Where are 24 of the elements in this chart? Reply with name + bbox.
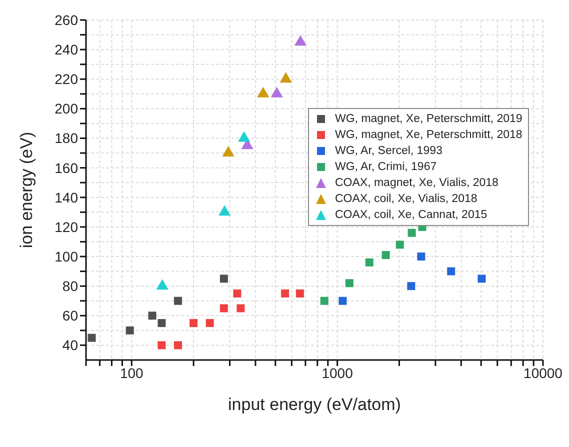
y-tick-label: 160: [54, 160, 78, 176]
legend-label: WG, magnet, Xe, Peterschmitt, 2018: [335, 128, 522, 143]
legend-label: WG, Ar, Sercel, 1993: [335, 144, 442, 159]
legend-label: COAX, coil, Xe, Vialis, 2018: [335, 192, 478, 207]
y-tick-label: 80: [62, 278, 78, 294]
legend-label: COAX, magnet, Xe, Vialis, 2018: [335, 176, 498, 191]
y-tick-label: 40: [62, 337, 78, 354]
y-tick-label: 60: [62, 308, 78, 324]
y-tick-label: 220: [54, 71, 78, 88]
y-tick-label: 260: [54, 12, 78, 28]
y-tick-label: 200: [54, 100, 78, 117]
y-tick-label: 140: [54, 189, 78, 206]
x-axis-title: input energy (eV/atom): [228, 395, 401, 414]
x-tick-label: 1000: [322, 364, 354, 381]
legend-label: WG, magnet, Xe, Peterschmitt, 2019: [335, 112, 522, 127]
y-tick-label: 180: [54, 130, 78, 146]
y-tick-label: 240: [54, 42, 78, 58]
y-axis-title: ion energy (eV): [17, 132, 36, 248]
x-tick-label: 100: [120, 364, 144, 381]
y-tick-label: 120: [54, 218, 78, 235]
y-tick-label: 100: [54, 248, 78, 264]
x-tick-label: 10000: [524, 364, 563, 381]
legend-label: COAX, coil, Xe, Cannat, 2015: [335, 208, 488, 223]
legend-label: WG, Ar, Crimi, 1967: [335, 160, 437, 175]
